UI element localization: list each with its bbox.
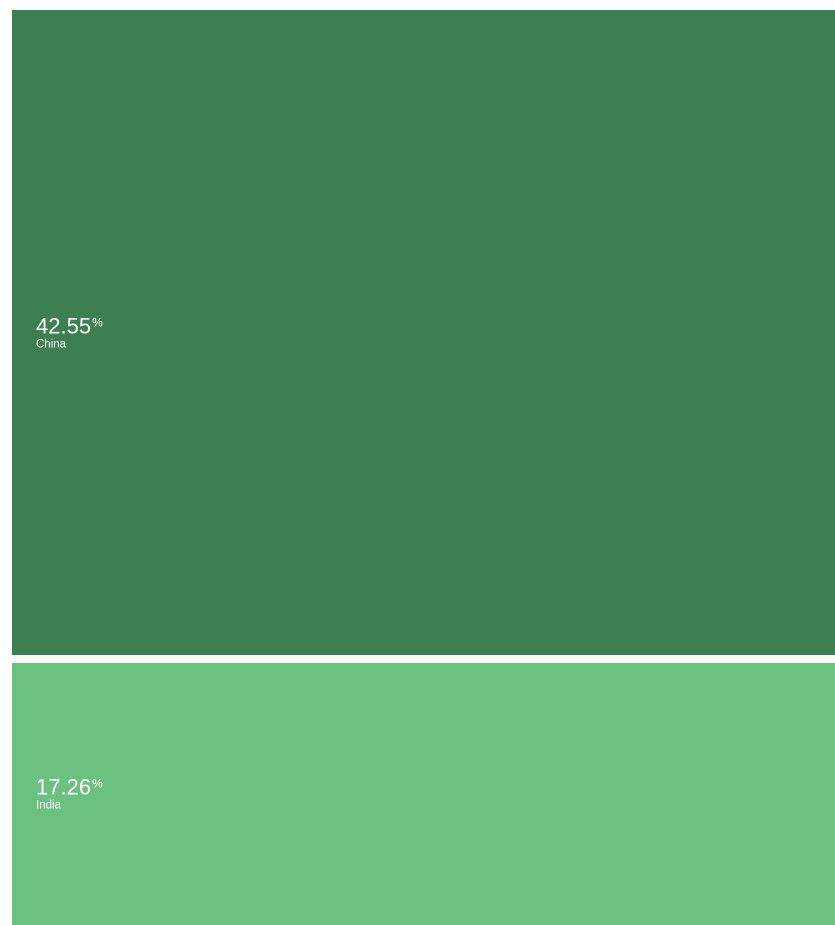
tile-value: 17.26% xyxy=(36,776,103,798)
tile-value-unit: % xyxy=(92,314,103,329)
tile-value-number: 17.26 xyxy=(36,774,92,800)
tile-value-unit: % xyxy=(92,776,103,791)
tile-category-name: China xyxy=(36,337,67,350)
tile-value-number: 42.55 xyxy=(36,312,92,338)
treemap-tile-india: 17.26% India xyxy=(12,663,835,925)
tile-category-name: India xyxy=(36,799,61,812)
tile-value: 42.55% xyxy=(36,312,103,338)
tile-label: 17.26% India xyxy=(36,776,103,812)
tile-label: 42.55% China xyxy=(36,312,103,351)
treemap-tile-china: 42.55% China xyxy=(12,10,835,655)
